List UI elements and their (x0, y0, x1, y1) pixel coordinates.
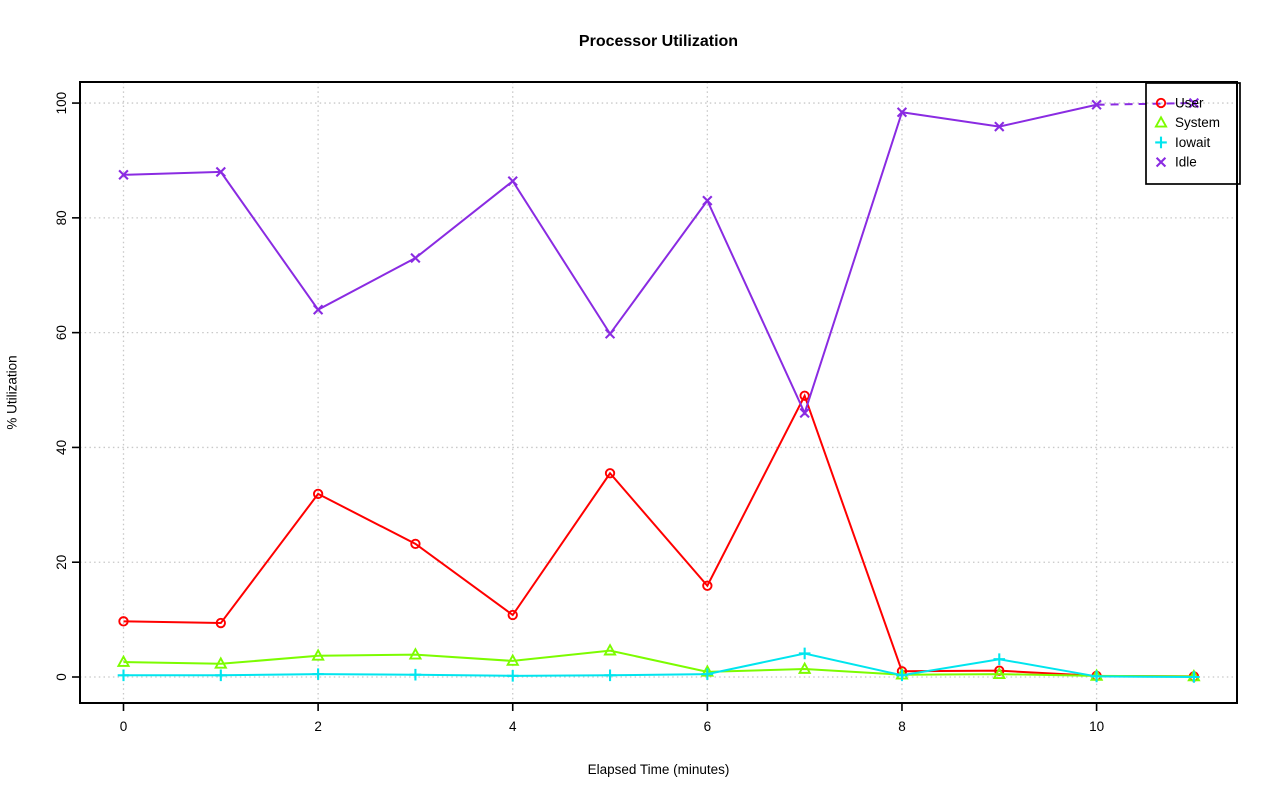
marker-idle (1188, 97, 1200, 109)
y-tick-label: 20 (54, 555, 69, 570)
x-tick-label: 2 (314, 719, 322, 734)
marker-idle (507, 175, 518, 187)
y-tick-label: 0 (54, 673, 69, 681)
marker-iowait (701, 668, 714, 680)
marker-system (214, 656, 228, 669)
marker-iowait (1090, 670, 1103, 683)
marker-iowait (215, 669, 227, 682)
x-tick-label: 4 (509, 719, 517, 734)
marker-idle (702, 195, 713, 206)
marker-system (311, 648, 325, 661)
y-tick-label: 60 (54, 325, 69, 340)
marker-idle (896, 107, 908, 118)
marker-iowait (506, 670, 519, 682)
x-tick-label: 8 (898, 719, 906, 734)
marker-iowait (993, 653, 1006, 666)
marker-idle (118, 169, 129, 180)
marker-user (118, 616, 129, 627)
legend-marker-idle (1155, 156, 1167, 168)
marker-system (506, 653, 520, 666)
y-tick-label: 40 (54, 440, 69, 455)
legend-label-user: User (1175, 96, 1204, 111)
series-line-idle (123, 103, 1097, 416)
marker-system (797, 661, 812, 674)
series-line-system (123, 649, 1194, 678)
plot-frame (79, 81, 1238, 704)
marker-system (603, 643, 617, 656)
marker-iowait (117, 669, 130, 682)
y-tick-label: 80 (54, 210, 69, 225)
marker-idle (312, 304, 324, 315)
marker-system (992, 666, 1006, 679)
marker-iowait (312, 668, 324, 680)
marker-user (410, 538, 421, 549)
series-line-iowait (123, 652, 1194, 679)
marker-idle (604, 328, 616, 339)
marker-iowait (604, 669, 616, 682)
marker-system (408, 647, 423, 660)
legend-marker-user (1155, 97, 1167, 109)
marker-idle (799, 407, 810, 419)
legend-label-iowait: Iowait (1175, 135, 1211, 150)
marker-iowait (1188, 671, 1200, 683)
chart-title: Processor Utilization (578, 33, 739, 50)
marker-iowait (409, 668, 422, 681)
x-tick-label: 10 (1089, 719, 1104, 734)
legend-marker-system (1154, 115, 1168, 128)
legend-box (1145, 82, 1241, 185)
marker-idle (410, 252, 421, 264)
legend-label-system: System (1175, 115, 1220, 130)
marker-iowait (798, 647, 811, 660)
legend-label-idle: Idle (1175, 155, 1197, 170)
y-axis-label: % Utilization (4, 355, 20, 430)
y-tick-label: 100 (54, 92, 69, 115)
x-tick-label: 0 (120, 719, 128, 734)
marker-user (507, 609, 518, 621)
legend-marker-iowait (1155, 136, 1167, 149)
marker-idle (994, 121, 1005, 132)
marker-user (312, 488, 324, 500)
marker-user (215, 617, 226, 629)
marker-iowait (896, 669, 908, 682)
marker-user (604, 468, 616, 479)
marker-idle (1091, 99, 1102, 110)
marker-system (116, 654, 131, 667)
marker-user (799, 390, 810, 401)
marker-user (702, 580, 713, 591)
x-tick-label: 6 (704, 719, 712, 734)
series-line-user (123, 393, 1194, 678)
marker-idle (215, 166, 226, 178)
x-axis-label: Elapsed Time (minutes) (587, 762, 730, 777)
